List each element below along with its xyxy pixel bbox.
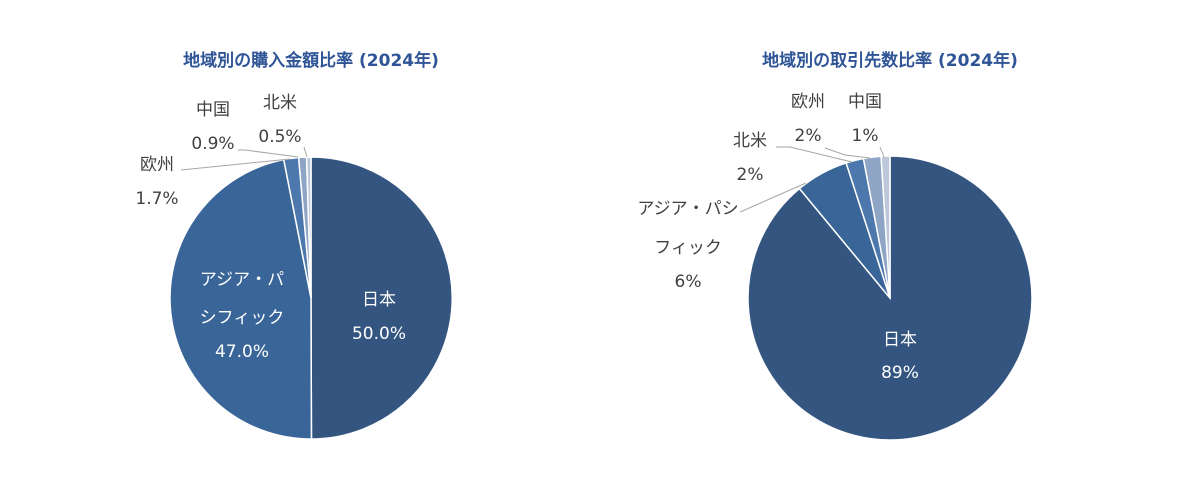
slice-value-europe: 1.7% — [135, 189, 178, 209]
leader-line-north-america — [303, 146, 308, 158]
leader-lines — [180, 146, 308, 171]
slice-value-north-america: 2% — [737, 165, 764, 185]
slice-value-japan: 50.0% — [352, 324, 406, 344]
slice-label-europe: 欧州 — [791, 92, 825, 112]
slice-label-japan: 日本 — [883, 330, 917, 350]
slice-value-china: 1% — [852, 126, 879, 146]
slice-label-china: 中国 — [848, 92, 882, 112]
slice-value-china: 0.9% — [191, 134, 234, 154]
slice-value-north-america: 0.5% — [258, 127, 301, 147]
leader-line-china — [238, 149, 299, 158]
slice-label-china: 中国 — [196, 100, 230, 120]
slice-value-europe: 2% — [795, 126, 822, 146]
pie-slice-asia-pacific — [169, 158, 313, 440]
leader-lines — [739, 146, 885, 213]
chart-title: 地域別の取引先数比率 (2024年) — [762, 50, 1018, 71]
leader-line-europe — [824, 147, 871, 159]
leader-line-china — [879, 146, 885, 158]
slice-value-asia-pacific: 6% — [675, 272, 702, 292]
pie-chart-purchase-amount: 地域別の購入金額比率 (2024年) 日本 50.0% アジア・パ シフィック … — [135, 50, 453, 440]
slice-label-north-america: 北米 — [263, 93, 297, 113]
pie-slice-china — [880, 155, 891, 299]
chart-title: 地域別の購入金額比率 (2024年) — [183, 50, 439, 71]
leader-line-north-america — [776, 146, 853, 163]
leader-line-europe — [180, 158, 291, 171]
slice-value-asia-pacific: 47.0% — [215, 342, 269, 362]
pie-slices — [169, 156, 453, 440]
slice-value-japan: 89% — [881, 363, 919, 383]
pie-slices — [747, 155, 1033, 441]
pie-slice-japan — [310, 156, 453, 440]
slice-label-europe: 欧州 — [140, 155, 174, 175]
slice-label-asia-pacific-line1: アジア・パシ — [637, 199, 738, 219]
slice-label-asia-pacific-line2: フィック — [654, 238, 722, 258]
slice-label-north-america: 北米 — [733, 131, 767, 151]
slice-label-asia-pacific-line2: シフィック — [200, 308, 285, 328]
slice-label-asia-pacific-line1: アジア・パ — [200, 270, 284, 290]
pie-chart-supplier-count: 地域別の取引先数比率 (2024年) 日本 89% アジア・パシ フィック 6%… — [637, 50, 1033, 441]
slice-label-japan: 日本 — [362, 290, 396, 310]
leader-line-asia-pacific — [739, 182, 807, 213]
